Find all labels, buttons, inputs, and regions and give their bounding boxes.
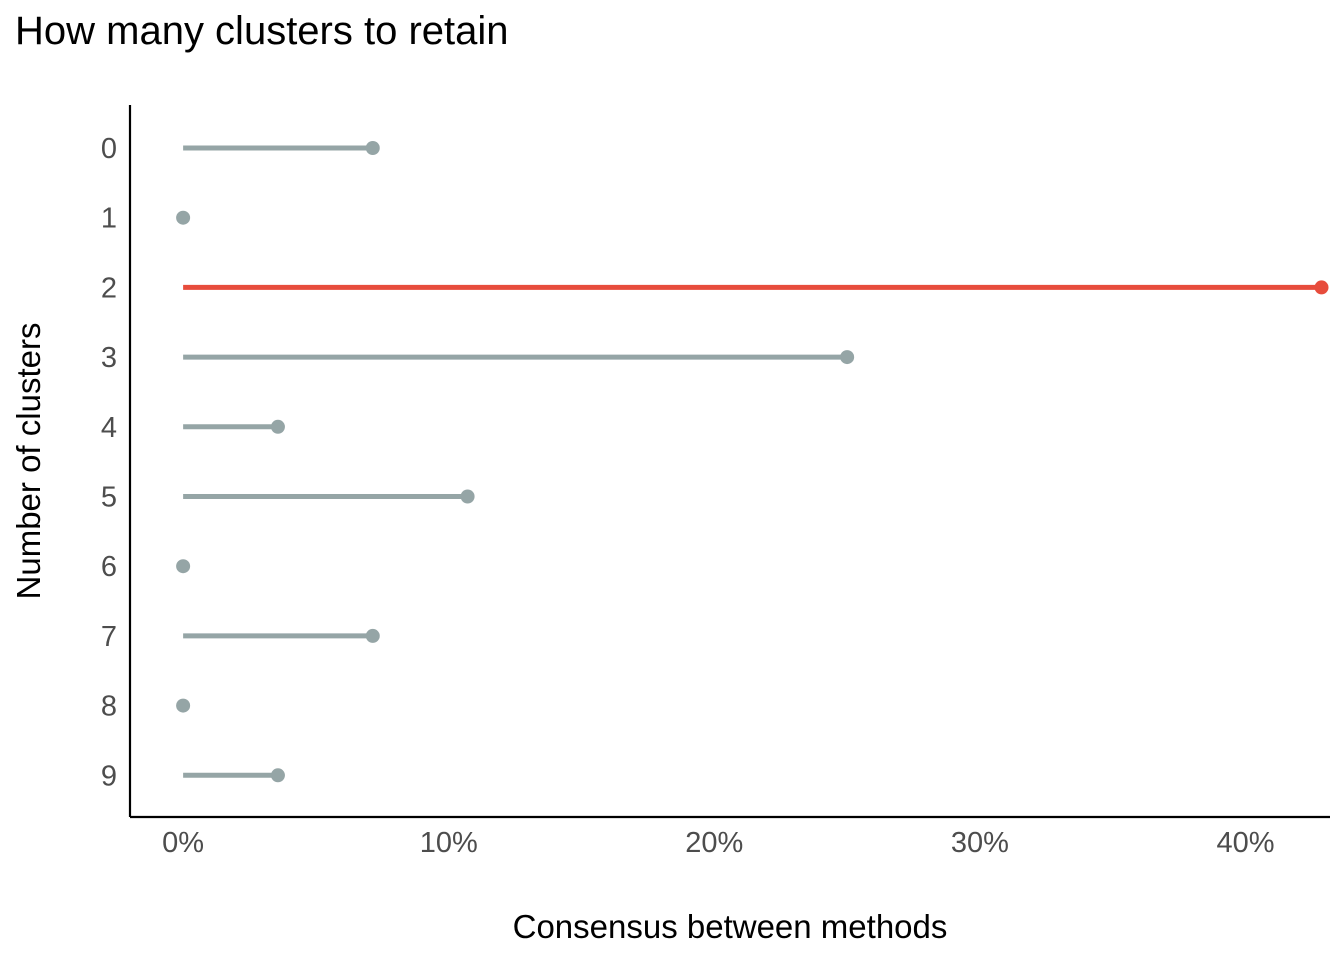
y-tick-label-8: 8 xyxy=(101,691,117,723)
x-tick-label: 10% xyxy=(420,827,478,859)
plot-area xyxy=(176,141,1329,783)
lollipop-point-6 xyxy=(176,559,191,574)
y-tick-label-6: 6 xyxy=(101,551,117,583)
x-tick-label: 20% xyxy=(685,827,743,859)
x-tick-label: 0% xyxy=(162,827,204,859)
lollipop-point-7 xyxy=(365,628,380,643)
x-tick-label: 40% xyxy=(1217,827,1275,859)
y-tick-label-4: 4 xyxy=(101,412,117,444)
y-tick-label-3: 3 xyxy=(101,342,117,374)
x-tick-label: 30% xyxy=(951,827,1009,859)
lollipop-point-4 xyxy=(270,419,285,434)
lollipop-point-1 xyxy=(176,210,191,225)
chart-title: How many clusters to retain xyxy=(15,9,509,53)
y-tick-label-7: 7 xyxy=(101,621,117,653)
lollipop-point-9 xyxy=(270,768,285,783)
x-axis-title: Consensus between methods xyxy=(513,908,948,945)
y-tick-label-0: 0 xyxy=(101,133,117,165)
y-axis-title: Number of clusters xyxy=(10,323,47,600)
y-tick-labels: 0 1 2 3 4 5 6 7 8 9 xyxy=(101,133,117,792)
y-tick-label-9: 9 xyxy=(101,760,117,792)
y-tick-label-2: 2 xyxy=(101,272,117,304)
lollipop-point-0 xyxy=(365,141,380,155)
lollipop-point-3 xyxy=(840,350,855,365)
y-tick-label-1: 1 xyxy=(101,203,117,235)
lollipop-point-2 xyxy=(1314,280,1329,295)
x-tick-labels: 0% 10% 20% 30% 40% xyxy=(162,827,1274,859)
y-tick-label-5: 5 xyxy=(101,482,117,514)
lollipop-point-8 xyxy=(176,698,191,713)
lollipop-point-5 xyxy=(460,489,475,504)
